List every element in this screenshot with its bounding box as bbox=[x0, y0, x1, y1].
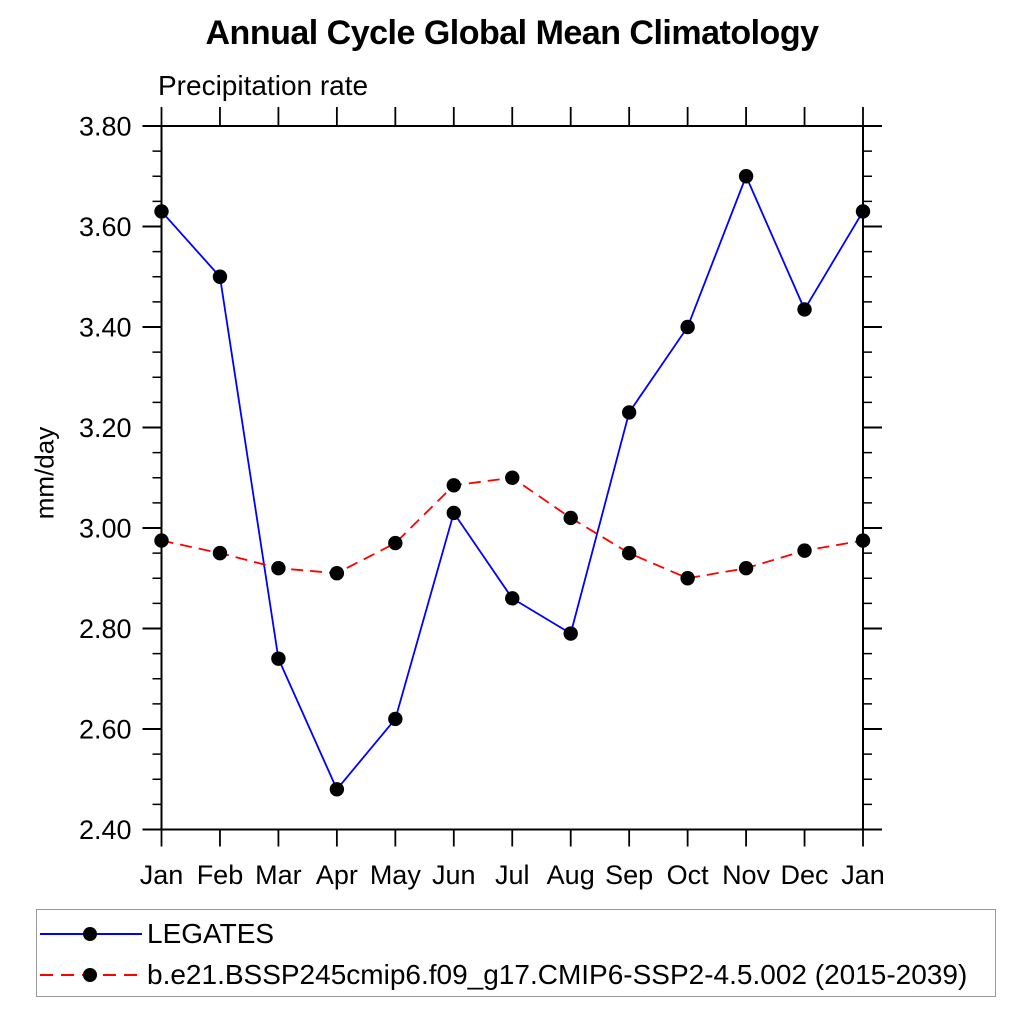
svg-text:2.60: 2.60 bbox=[79, 715, 132, 745]
svg-text:Mar: Mar bbox=[255, 860, 302, 890]
svg-text:May: May bbox=[370, 860, 422, 890]
svg-text:2.80: 2.80 bbox=[79, 614, 132, 644]
svg-text:3.80: 3.80 bbox=[79, 112, 132, 142]
legend-label-legates: LEGATES bbox=[147, 918, 275, 949]
svg-text:2.40: 2.40 bbox=[79, 815, 132, 845]
plot-area: 2.40 2.60 2.80 3.00 3.20 3.40 3.60 3.80 Jan Feb Ma… bbox=[79, 107, 885, 890]
legend-item-legates: LEGATES bbox=[39, 916, 274, 952]
svg-text:Oct: Oct bbox=[667, 860, 710, 890]
svg-text:Dec: Dec bbox=[781, 860, 829, 890]
legend-line-sample-legates bbox=[40, 927, 142, 941]
legend-item-model: b.e21.BSSP245cmip6.f09_g17.CMIP6-SSP2-4.… bbox=[39, 957, 967, 993]
chart-subtitle: Precipitation rate bbox=[158, 70, 369, 101]
svg-text:Feb: Feb bbox=[197, 860, 244, 890]
chart-title: Annual Cycle Global Mean Climatology bbox=[205, 14, 820, 52]
svg-text:Jul: Jul bbox=[495, 860, 530, 890]
svg-text:Jun: Jun bbox=[432, 860, 476, 890]
legend-label-model: b.e21.BSSP245cmip6.f09_g17.CMIP6-SSP2-4.… bbox=[147, 959, 968, 990]
svg-text:3.60: 3.60 bbox=[79, 212, 132, 242]
svg-text:Nov: Nov bbox=[722, 860, 771, 890]
svg-text:Jan: Jan bbox=[140, 860, 184, 890]
svg-text:Aug: Aug bbox=[547, 860, 595, 890]
svg-text:Sep: Sep bbox=[605, 860, 653, 890]
svg-text:3.00: 3.00 bbox=[79, 514, 132, 544]
svg-text:3.20: 3.20 bbox=[79, 413, 132, 443]
svg-text:Jan: Jan bbox=[841, 860, 885, 890]
svg-text:Apr: Apr bbox=[316, 860, 358, 890]
legend-line-sample-model bbox=[40, 968, 142, 982]
svg-text:3.40: 3.40 bbox=[79, 313, 132, 343]
legend: LEGATES b.e21.BSSP245cmip6.f09_g17.CMIP6… bbox=[36, 909, 996, 997]
